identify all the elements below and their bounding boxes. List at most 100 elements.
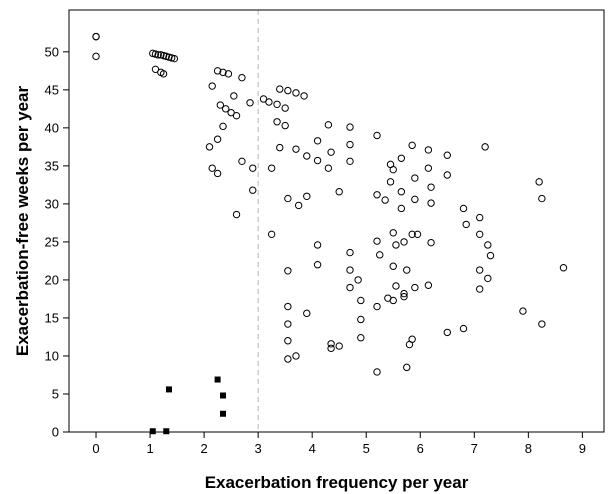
data-point-circle — [208, 82, 216, 90]
x-tick-label: 1 — [146, 441, 153, 456]
data-point-circle — [373, 302, 381, 311]
data-point-circle — [443, 328, 451, 337]
data-point-circle — [265, 98, 273, 106]
data-point-circle — [246, 99, 254, 107]
data-point-circle — [413, 230, 422, 239]
y-axis-title: Exacerbation-free weeks per year — [13, 85, 32, 356]
data-point-circle — [481, 143, 489, 151]
data-point-circle — [249, 164, 257, 172]
data-point-circle — [373, 131, 381, 140]
data-point-circle — [284, 302, 292, 311]
x-tick-label: 7 — [471, 441, 478, 456]
data-point-circle — [284, 194, 292, 203]
data-point-circle — [459, 204, 468, 213]
data-point-circle — [292, 352, 300, 360]
data-point-circle — [476, 230, 484, 239]
data-point-circle — [443, 151, 451, 159]
data-point-circle — [346, 123, 354, 131]
data-point-circle — [354, 276, 362, 284]
data-point-circle — [284, 86, 292, 95]
data-point-square — [149, 428, 156, 435]
data-point-circle — [392, 241, 400, 249]
data-point-circle — [484, 241, 492, 249]
data-point-circle — [327, 344, 335, 353]
data-point-circle — [205, 143, 214, 151]
data-point-circle — [376, 251, 384, 259]
data-point-circle — [284, 267, 292, 275]
data-point-circle — [303, 192, 311, 200]
data-point-circle — [373, 191, 381, 199]
data-point-circle — [267, 230, 276, 239]
data-point-circle — [424, 146, 433, 154]
y-tick-label: 15 — [45, 310, 59, 325]
data-point-circle — [427, 199, 435, 207]
data-point-circle — [411, 195, 419, 204]
y-tick-label: 0 — [52, 425, 59, 440]
data-point-circle — [346, 283, 354, 292]
data-point-circle — [519, 307, 527, 315]
data-point-circle — [424, 281, 433, 289]
data-point-circle — [273, 118, 281, 126]
data-point-circle — [403, 266, 411, 274]
data-point-circle — [230, 92, 238, 100]
y-tick-label: 45 — [45, 82, 59, 97]
data-point-circle — [238, 73, 246, 82]
data-point-circle — [213, 67, 222, 75]
data-point-circle — [227, 108, 235, 117]
x-axis-title: Exacerbation frequency per year — [205, 473, 469, 492]
data-point-circle — [476, 285, 484, 293]
data-point-circle — [303, 152, 311, 160]
data-point-circle — [213, 135, 222, 143]
data-point-circle — [427, 183, 435, 191]
data-point-square — [214, 376, 221, 383]
data-point-circle — [232, 111, 241, 120]
data-point-circle — [327, 148, 335, 156]
data-point-circle — [484, 274, 492, 283]
data-point-circle — [403, 363, 411, 372]
data-point-circle — [213, 169, 222, 178]
data-point-circle — [159, 70, 168, 78]
data-point-circle — [357, 315, 365, 324]
data-point-circle — [313, 261, 322, 269]
data-point-circle — [219, 122, 227, 131]
data-point-circle — [303, 309, 311, 318]
y-tick-label: 20 — [45, 272, 59, 287]
data-point-circle — [357, 296, 365, 305]
data-point-circle — [408, 141, 416, 150]
data-point-circle — [427, 238, 435, 247]
data-point-circle — [284, 355, 292, 363]
data-point-circle — [92, 32, 100, 41]
points-layer — [92, 32, 568, 435]
data-point-circle — [389, 262, 397, 270]
x-tick-label: 6 — [417, 441, 424, 456]
data-point-circle — [292, 89, 300, 97]
data-point-circle — [389, 296, 397, 305]
data-point-circle — [346, 248, 354, 257]
x-tick-label: 0 — [92, 441, 99, 456]
data-point-circle — [313, 241, 322, 249]
data-point-circle — [151, 65, 160, 74]
data-point-circle — [389, 229, 397, 237]
data-point-circle — [538, 194, 546, 203]
data-point-circle — [281, 104, 289, 112]
data-point-square — [163, 428, 170, 435]
data-point-circle — [324, 164, 333, 172]
data-point-circle — [538, 320, 546, 328]
data-point-circle — [154, 51, 162, 59]
data-point-circle — [397, 204, 406, 213]
data-point-circle — [259, 95, 268, 103]
data-point-circle — [357, 334, 365, 342]
data-point-circle — [335, 342, 343, 350]
data-point-circle — [224, 70, 233, 78]
x-tick-label: 3 — [255, 441, 262, 456]
data-point-square — [165, 386, 172, 393]
data-point-circle — [389, 165, 397, 174]
data-point-circle — [535, 178, 543, 186]
data-point-circle — [486, 251, 495, 260]
data-point-circle — [92, 52, 100, 61]
data-point-circle — [400, 292, 408, 301]
data-point-circle — [284, 320, 292, 328]
data-point-circle — [373, 368, 381, 376]
